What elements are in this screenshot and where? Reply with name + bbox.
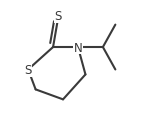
Text: N: N — [74, 41, 82, 54]
Text: S: S — [54, 10, 62, 23]
Text: S: S — [25, 63, 32, 76]
